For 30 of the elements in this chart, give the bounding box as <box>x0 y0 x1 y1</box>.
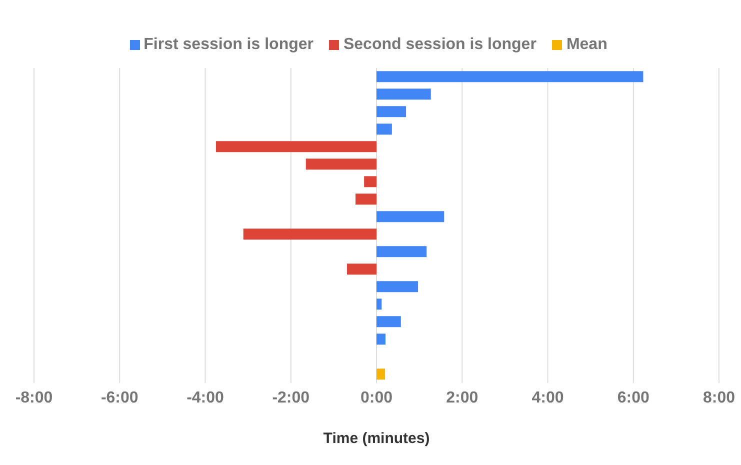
bar <box>306 158 376 170</box>
bar <box>376 71 644 82</box>
x-tick-label: 0:00 <box>360 389 393 406</box>
bar <box>364 176 376 188</box>
bar <box>376 124 392 135</box>
legend-label: Second session is longer <box>343 36 536 53</box>
x-axis-title: Time (minutes) <box>323 430 430 447</box>
x-tick-label: -2:00 <box>272 389 310 406</box>
x-tick-label: 6:00 <box>617 389 650 406</box>
bar <box>243 228 376 240</box>
legend-label: Mean <box>566 36 608 53</box>
bar <box>376 88 431 100</box>
bar <box>216 141 376 152</box>
bar <box>376 281 418 292</box>
x-tick-label: -6:00 <box>100 389 138 406</box>
bar <box>356 194 376 205</box>
bar <box>376 316 401 328</box>
bar <box>376 106 406 118</box>
x-tick-label: 4:00 <box>532 389 564 406</box>
x-tick-label: 2:00 <box>446 389 478 406</box>
x-tick-label: -8:00 <box>15 389 53 406</box>
x-tick-label: 8:00 <box>702 389 736 406</box>
x-tick-label: -4:00 <box>186 389 224 406</box>
bar <box>376 211 444 222</box>
legend-label: First session is longer <box>144 36 314 53</box>
bar <box>376 368 386 380</box>
bar <box>376 246 427 258</box>
bar <box>346 264 376 275</box>
bar <box>376 298 382 310</box>
bar <box>376 334 386 345</box>
